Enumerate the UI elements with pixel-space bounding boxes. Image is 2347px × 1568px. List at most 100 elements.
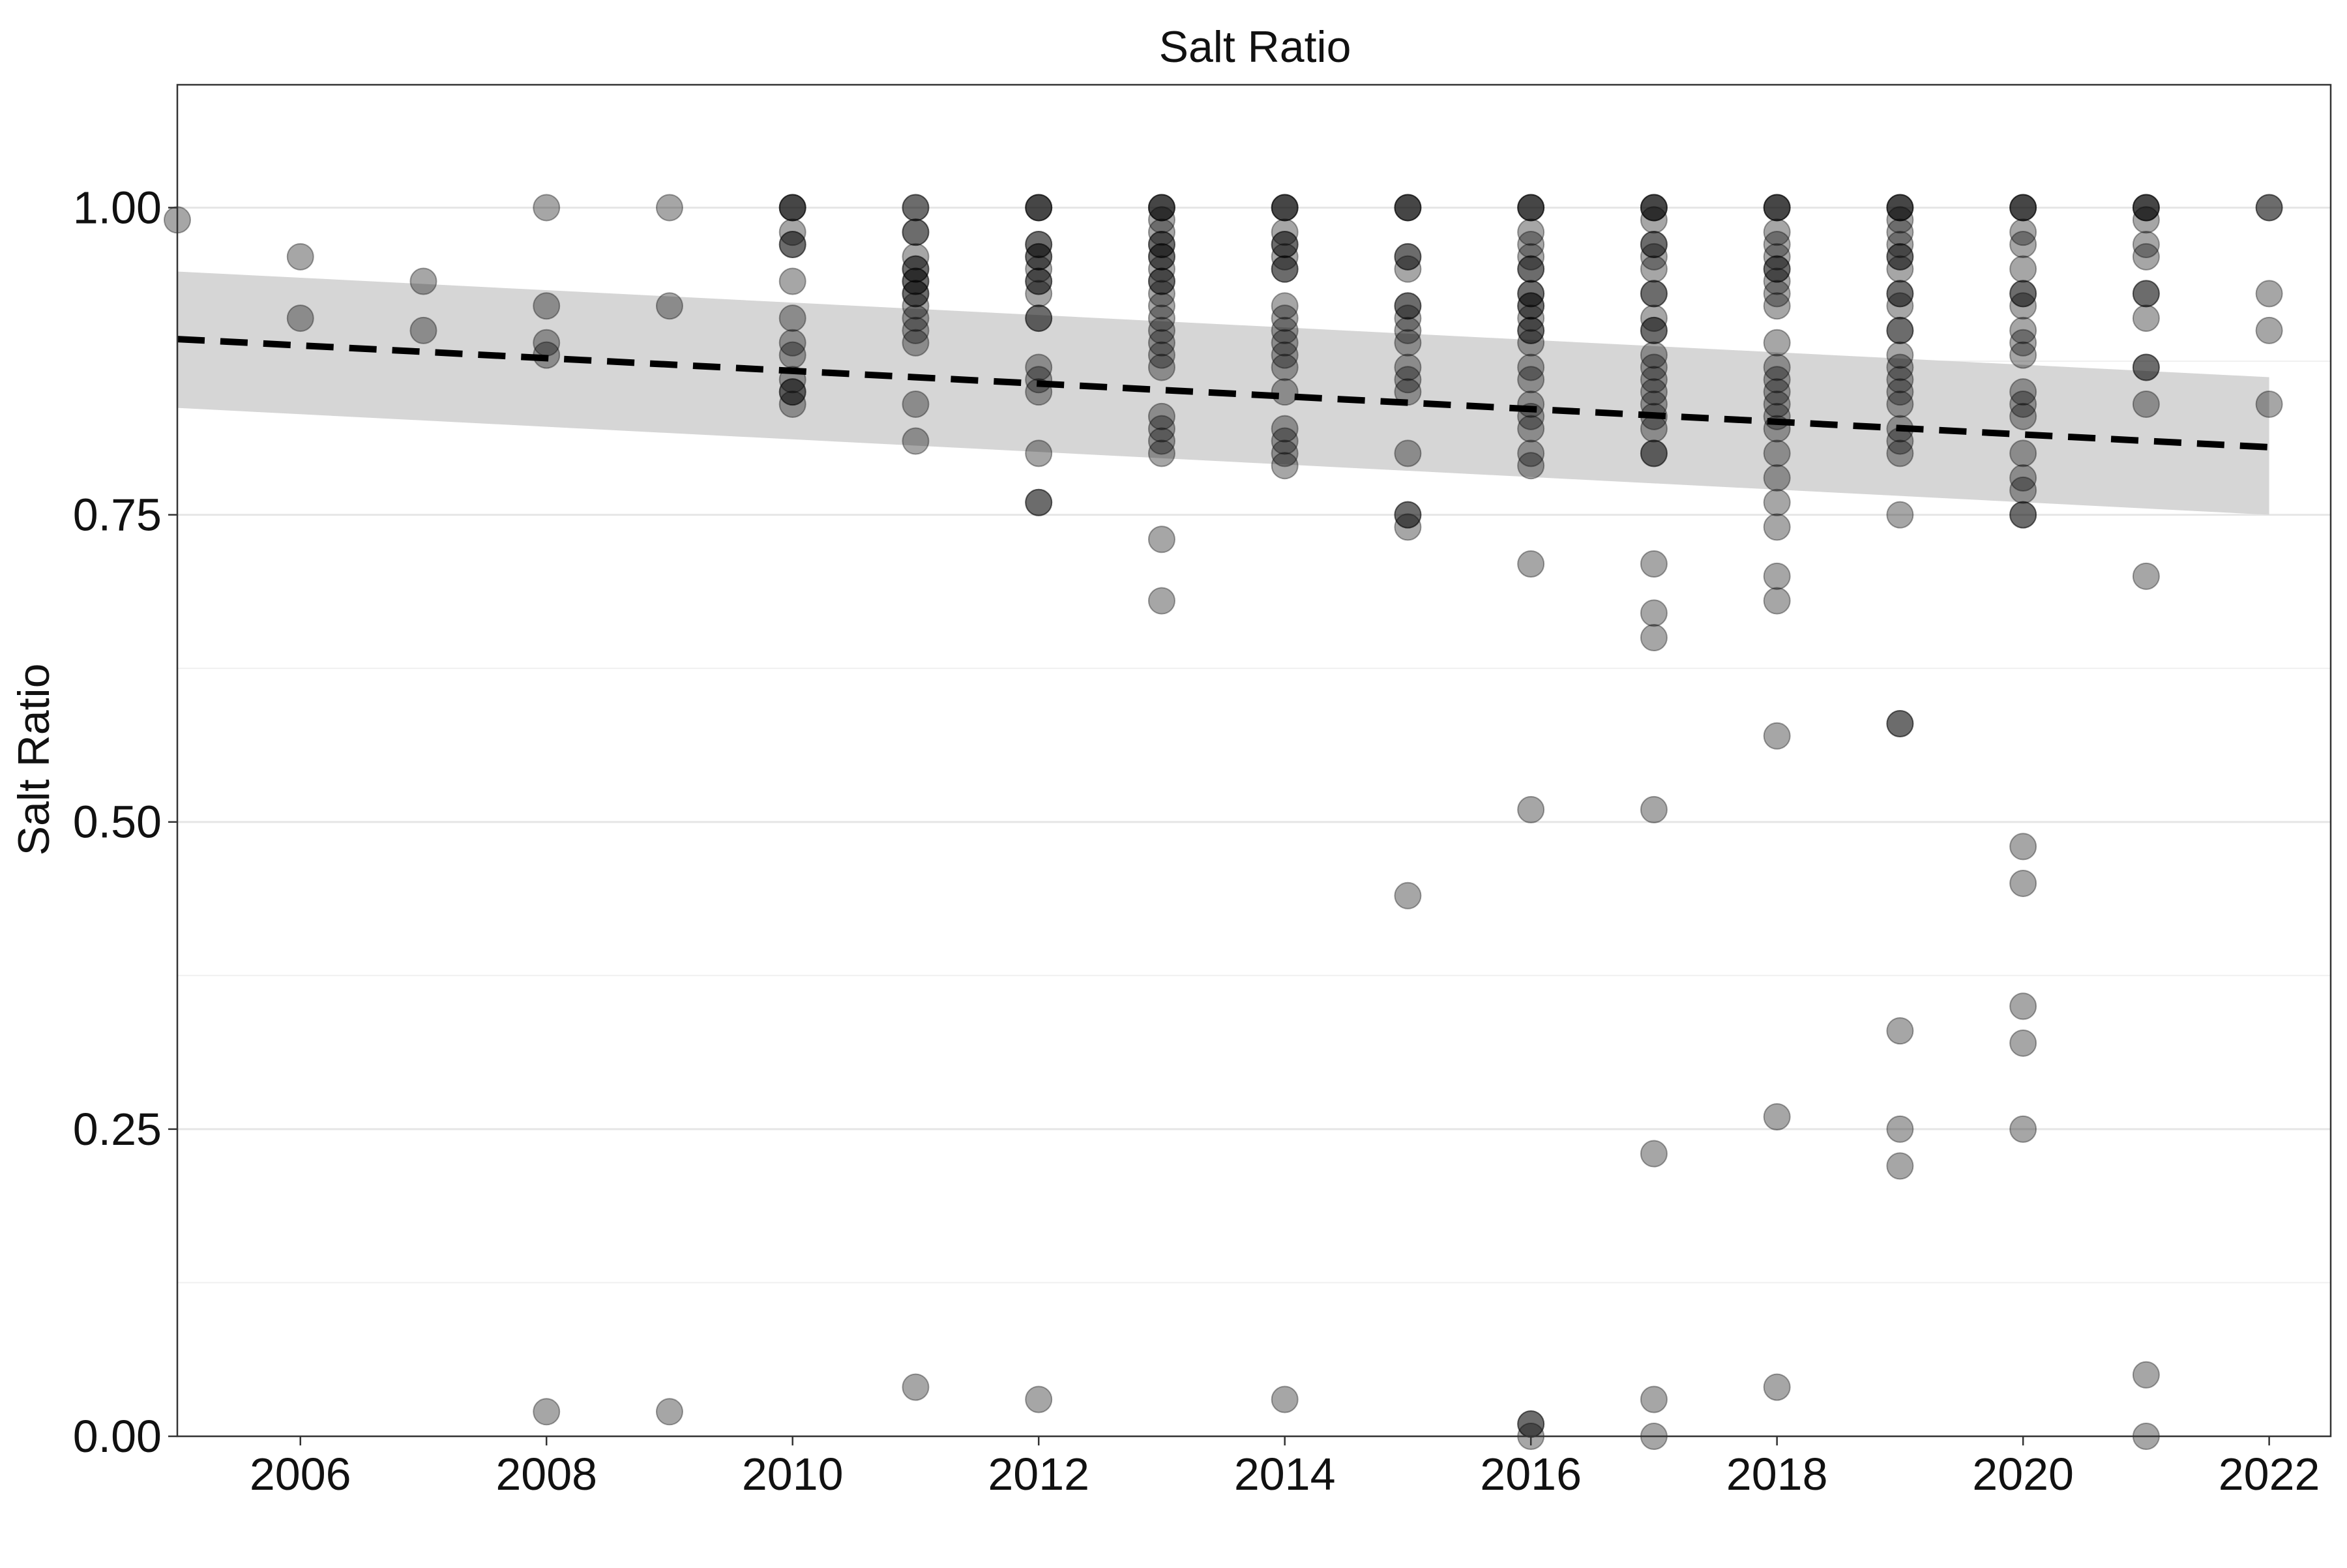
data-point [1025, 488, 1053, 516]
x-tick-label: 2012 [988, 1449, 1089, 1500]
data-point [1886, 353, 1914, 381]
data-point [1271, 378, 1299, 406]
data-point [1640, 378, 1668, 406]
data-point [1025, 230, 1053, 258]
data-point [1886, 1115, 1914, 1143]
data-point [1147, 316, 1175, 344]
data-points [164, 194, 2283, 1450]
data-point [1763, 1103, 1791, 1131]
data-point [2009, 194, 2037, 222]
data-point [1640, 550, 1668, 578]
data-point [1025, 280, 1053, 308]
data-point [1886, 439, 1914, 467]
data-point [2132, 194, 2160, 222]
data-point [1517, 292, 1545, 320]
data-point [1271, 243, 1299, 271]
x-tick-label: 2014 [1234, 1449, 1336, 1500]
x-tick-label: 2020 [1972, 1449, 2074, 1500]
data-point [1394, 366, 1422, 394]
data-point [1025, 194, 1053, 222]
data-point [1640, 316, 1668, 344]
data-point [2132, 194, 2160, 222]
data-point [1517, 353, 1545, 381]
data-point [1640, 439, 1668, 467]
data-point [1517, 316, 1545, 344]
data-point [1025, 488, 1053, 516]
data-point [1271, 194, 1299, 222]
y-tick-label: 0.25 [73, 1104, 162, 1155]
data-point [1886, 255, 1914, 283]
data-point [1271, 316, 1299, 344]
data-point [2132, 390, 2160, 418]
data-point [1271, 304, 1299, 333]
data-point [533, 292, 561, 320]
data-point [778, 378, 806, 406]
data-point [1271, 353, 1299, 381]
data-point [1394, 329, 1422, 357]
data-point [778, 390, 806, 418]
data-point [1886, 194, 1914, 222]
data-point [1271, 255, 1299, 283]
x-tick-label: 2010 [742, 1449, 844, 1500]
data-point [1517, 415, 1545, 443]
data-point [1147, 255, 1175, 283]
data-point [1517, 194, 1545, 222]
data-point [902, 280, 930, 308]
chart-title: Salt Ratio [1159, 22, 1351, 72]
data-point [1517, 550, 1545, 578]
x-tick-label: 2006 [250, 1449, 351, 1500]
data-point [2009, 280, 2037, 308]
data-point [902, 194, 930, 222]
data-point [1147, 230, 1175, 258]
data-point [2132, 304, 2160, 333]
data-point [1886, 280, 1914, 308]
data-point [902, 243, 930, 271]
data-point [1147, 194, 1175, 222]
data-point [1640, 439, 1668, 467]
data-point [778, 329, 806, 357]
data-point [1271, 218, 1299, 246]
data-point [1025, 194, 1053, 222]
data-point [1886, 218, 1914, 246]
data-point [1147, 267, 1175, 295]
data-point [2009, 833, 2037, 861]
data-point [1763, 255, 1791, 283]
data-point [1394, 194, 1422, 222]
data-point [2009, 869, 2037, 897]
data-point [1763, 464, 1791, 492]
data-point [1271, 415, 1299, 443]
data-point [1763, 280, 1791, 308]
data-point [1640, 280, 1668, 308]
data-point [2009, 218, 2037, 246]
data-point [1517, 439, 1545, 467]
x-tick-label: 2018 [1726, 1449, 1828, 1500]
data-point [1271, 329, 1299, 357]
data-point [1147, 353, 1175, 381]
data-point [778, 218, 806, 246]
data-point [1640, 341, 1668, 369]
data-point [2255, 390, 2283, 418]
x-axis: 2006 2008 2010 2012 2014 2016 2018 2020 2022 [250, 1436, 2320, 1500]
data-point [1886, 378, 1914, 406]
data-point [902, 194, 930, 222]
data-point [1271, 427, 1299, 455]
data-point [2009, 316, 2037, 344]
data-point [778, 194, 806, 222]
data-point [1394, 501, 1422, 529]
data-point [902, 316, 930, 344]
data-point [1271, 1385, 1299, 1413]
data-point [1763, 194, 1791, 222]
data-point [1640, 1385, 1668, 1413]
data-point [1147, 194, 1175, 222]
data-point [1763, 218, 1791, 246]
data-point [1763, 353, 1791, 381]
data-point [1025, 230, 1053, 258]
data-point [1640, 353, 1668, 381]
data-point [1517, 194, 1545, 222]
data-point [1394, 255, 1422, 283]
data-point [1394, 194, 1422, 222]
data-point [409, 316, 437, 344]
